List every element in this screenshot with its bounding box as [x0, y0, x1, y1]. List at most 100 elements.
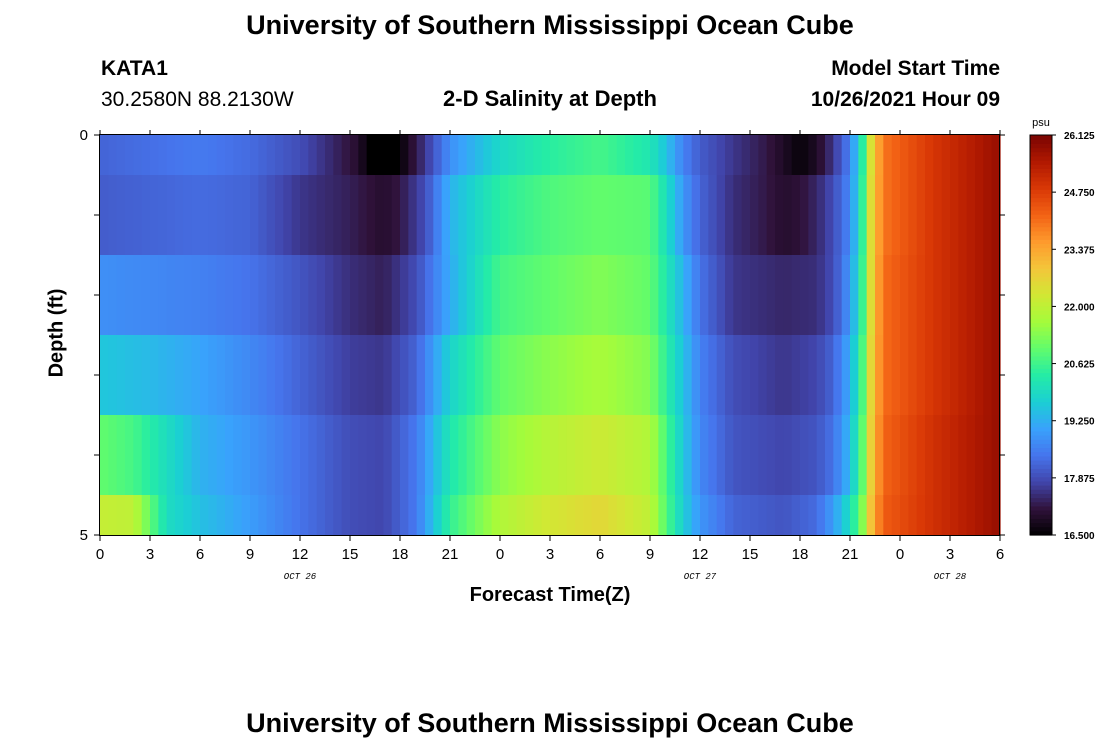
heatmap-cell: [258, 175, 268, 255]
heatmap-cell: [716, 415, 726, 495]
heatmap-cell: [108, 175, 118, 255]
heatmap-cell: [875, 135, 884, 175]
heatmap-cell: [858, 255, 868, 335]
colorbar-segment: [1030, 176, 1052, 182]
heatmap-cell: [816, 495, 826, 535]
heatmap-cell: [100, 175, 109, 255]
heatmap-cell: [525, 335, 534, 415]
heatmap-cell: [450, 335, 459, 415]
heatmap-cell: [716, 495, 726, 535]
heatmap-cell: [283, 495, 293, 535]
heatmap-cell: [883, 255, 893, 335]
heatmap-cell: [175, 415, 184, 495]
heatmap-cell: [316, 495, 326, 535]
heatmap-cell: [250, 335, 259, 415]
heatmap-cell: [800, 335, 809, 415]
heatmap-cell: [183, 175, 193, 255]
heatmap-cell: [483, 255, 493, 335]
heatmap-cell: [491, 415, 501, 495]
heatmap-cell: [925, 175, 934, 255]
heatmap-cell: [983, 415, 993, 495]
heatmap-cell: [175, 255, 184, 335]
heatmap-cell: [958, 175, 968, 255]
heatmap-cell: [800, 175, 809, 255]
heatmap-cell: [350, 495, 359, 535]
heatmap-cell: [458, 495, 468, 535]
colorbar-segment: [1030, 226, 1052, 232]
heatmap-cell: [150, 135, 159, 175]
heatmap-cell: [183, 135, 193, 175]
heatmap-cell: [925, 135, 934, 175]
heatmap-cell: [883, 335, 893, 415]
heatmap-cell: [783, 335, 793, 415]
heatmap-cell: [875, 255, 884, 335]
heatmap-cell: [383, 255, 393, 335]
heatmap-cell: [933, 415, 943, 495]
heatmap-cell: [766, 175, 776, 255]
heatmap-cell: [625, 335, 634, 415]
heatmap-cell: [975, 175, 984, 255]
heatmap-cell: [358, 255, 368, 335]
heatmap-cell: [758, 135, 768, 175]
heatmap-cell: [925, 335, 934, 415]
heatmap-cell: [550, 335, 559, 415]
heatmap-cell: [333, 255, 343, 335]
x-tick-label: 9: [246, 546, 254, 563]
heatmap-cell: [116, 255, 126, 335]
colorbar: 26.125 24.750 23.375 22.000 20.625 19.250 17.8…: [1029, 117, 1095, 542]
heatmap-cell: [166, 175, 176, 255]
heatmap-cell: [491, 255, 501, 335]
colorbar-segment: [1030, 422, 1052, 428]
x-tick-label: 9: [646, 546, 654, 563]
heatmap-cell: [816, 135, 826, 175]
heatmap-cell: [308, 175, 318, 255]
heatmap-cell: [966, 135, 976, 175]
heatmap-cell: [775, 495, 784, 535]
heatmap-cell: [458, 255, 468, 335]
heatmap-cell: [766, 255, 776, 335]
colorbar-segment: [1030, 451, 1052, 457]
heatmap-cell: [383, 335, 393, 415]
colorbar-segment: [1030, 480, 1052, 486]
heatmap-cell: [716, 175, 726, 255]
heatmap-cell: [275, 255, 284, 335]
colorbar-segment: [1030, 255, 1052, 261]
colorbar-segment: [1030, 393, 1052, 399]
heatmap-cell: [750, 495, 759, 535]
heatmap-cell: [500, 175, 509, 255]
heatmap-cell: [358, 135, 368, 175]
heatmap-cell: [291, 415, 301, 495]
heatmap-cell: [158, 255, 168, 335]
heatmap-cell: [716, 135, 726, 175]
heatmap-cell: [983, 255, 993, 335]
heatmap-cell: [266, 415, 276, 495]
heatmap-cell: [900, 415, 909, 495]
heatmap-cell: [333, 175, 343, 255]
heatmap-cell: [100, 255, 109, 335]
colorbar-segment: [1030, 147, 1052, 153]
heatmap-cell: [200, 175, 209, 255]
heatmap-cell: [483, 415, 493, 495]
heatmap-cell: [733, 255, 743, 335]
heatmap-cell: [958, 255, 968, 335]
heatmap-cell: [150, 255, 159, 335]
heatmap-cell: [308, 495, 318, 535]
heatmap-cell: [158, 495, 168, 535]
colorbar-segment: [1030, 260, 1052, 265]
colorbar-segment: [1030, 172, 1052, 178]
heatmap-cell: [950, 175, 959, 255]
heatmap-cell: [433, 335, 443, 415]
heatmap-cell: [775, 255, 784, 335]
heatmap-cell: [508, 175, 518, 255]
colorbar-segment: [1030, 272, 1052, 278]
heatmap-cell: [883, 175, 893, 255]
x-axis-title: Forecast Time(Z): [469, 584, 631, 606]
heatmap-cell: [975, 135, 984, 175]
heatmap-cell: [958, 495, 968, 535]
x-date-label: OCT 26: [284, 572, 317, 582]
heatmap-cell: [866, 135, 876, 175]
heatmap-cell: [966, 415, 976, 495]
heatmap-cell: [408, 255, 418, 335]
heatmap-cell: [900, 495, 909, 535]
